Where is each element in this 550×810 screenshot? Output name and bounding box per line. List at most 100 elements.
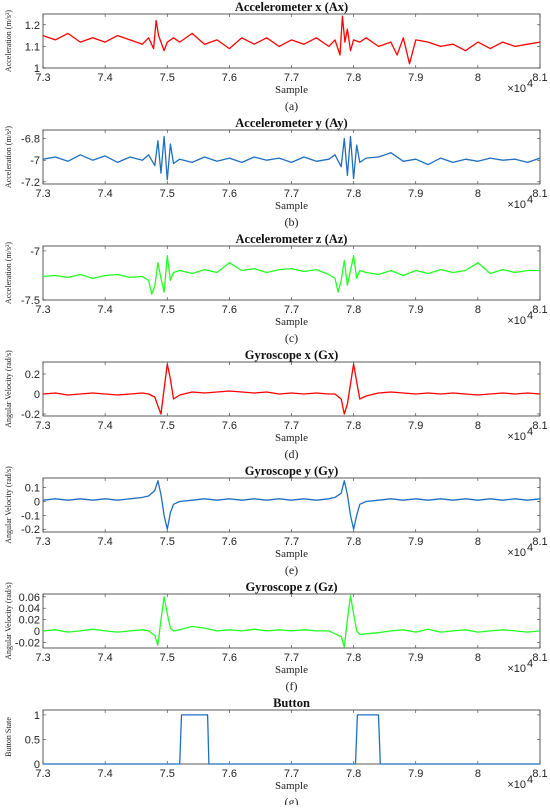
y-tick-label: 1 — [34, 710, 40, 722]
x-tick-label: 8.1 — [532, 768, 547, 780]
x-axis-label: Sample — [275, 664, 308, 676]
x-tick-label: 7.6 — [222, 188, 237, 200]
plot-frame — [42, 361, 541, 417]
x-tick-label: 8.1 — [532, 304, 547, 316]
x-axis-exponent: ×10 — [507, 83, 526, 95]
x-tick-label: 7.9 — [408, 652, 423, 664]
x-tick-label: 7.7 — [284, 536, 299, 548]
y-tick-label: -7.2 — [21, 177, 40, 189]
chart-title: Gyroscope z (Gz) — [245, 580, 337, 594]
chart-panel-2: Accelerometer y (Ay) 7.3 7.4 7.5 7.6 7.7 7.8 7.… — [4, 116, 548, 229]
x-axis-exponent-power: 4 — [527, 426, 533, 438]
x-axis-label: Sample — [275, 316, 308, 328]
plot-frame — [42, 129, 541, 185]
x-tick-label: 7.7 — [284, 304, 299, 316]
x-tick-label: 7.5 — [160, 72, 175, 84]
chart-panel-7: Button 7.3 7.4 7.5 7.6 7.7 7.8 7.9 8 8.1 0 0.5 1 Samp… — [4, 696, 548, 809]
y-tick-label: -0.1 — [21, 510, 40, 522]
y-tick-label: -7.5 — [21, 295, 40, 307]
data-line — [42, 595, 541, 648]
panel-caption: (c) — [285, 331, 298, 345]
x-tick-label: 8.1 — [532, 72, 547, 84]
x-tick-label: 7.4 — [97, 304, 112, 316]
x-tick-label: 7.5 — [160, 420, 175, 432]
x-tick-label: 7.4 — [97, 188, 112, 200]
chart-panel-5: Gyroscope y (Gy) 7.3 7.4 7.5 7.6 7.7 7.8 7.9 8 8.… — [4, 464, 548, 577]
x-tick-label: 7.6 — [222, 652, 237, 664]
x-tick-label: 7.4 — [97, 768, 112, 780]
x-tick-label: 8 — [475, 652, 481, 664]
y-tick-label: -0.2 — [21, 409, 40, 421]
panel-caption: (d) — [285, 447, 299, 461]
y-tick-label: 0 — [34, 626, 40, 638]
x-tick-label: 7.3 — [35, 72, 50, 84]
x-tick-label: 7.3 — [35, 188, 50, 200]
x-tick-label: 8 — [475, 768, 481, 780]
x-tick-label: 7.5 — [160, 652, 175, 664]
x-axis-label: Sample — [275, 84, 308, 96]
x-tick-label: 7.5 — [160, 304, 175, 316]
x-tick-label: 8 — [475, 420, 481, 432]
x-tick-label: 7.6 — [222, 768, 237, 780]
chart-panel-6: Gyroscope z (Gz) 7.3 7.4 7.5 7.6 7.7 7.8 7.9 8 8.… — [4, 580, 548, 693]
x-axis-exponent: ×10 — [507, 547, 526, 559]
x-axis-label: Sample — [275, 548, 308, 560]
x-tick-label: 8.1 — [532, 420, 547, 432]
y-tick-label: 0.04 — [19, 603, 40, 615]
y-axis-label: Acceleration (m/s²) — [4, 126, 13, 188]
x-axis-exponent-power: 4 — [527, 542, 533, 554]
x-tick-label: 7.3 — [35, 536, 50, 548]
x-tick-label: 7.9 — [408, 72, 423, 84]
x-tick-label: 7.4 — [97, 72, 112, 84]
x-tick-label: 8 — [475, 188, 481, 200]
chart-title: Gyroscope y (Gy) — [245, 464, 339, 478]
y-tick-label: 0.5 — [25, 734, 40, 746]
y-axis-label: Angular Velocity (rad/s) — [4, 466, 13, 544]
data-line — [42, 15, 541, 65]
chart-panel-3: Accelerometer z (Az) 7.3 7.4 7.5 7.6 7.7 7.8 7.… — [4, 232, 548, 345]
x-tick-label: 7.6 — [222, 536, 237, 548]
x-tick-label: 7.9 — [408, 768, 423, 780]
y-tick-label: 0 — [34, 389, 40, 401]
plot-frame — [42, 593, 541, 649]
data-line — [43, 714, 540, 765]
x-tick-label: 7.3 — [35, 768, 50, 780]
x-tick-label: 8 — [475, 304, 481, 316]
y-tick-label: 0.1 — [25, 483, 40, 495]
chart-title: Accelerometer x (Ax) — [235, 0, 348, 14]
x-axis-exponent-power: 4 — [527, 194, 533, 206]
panel-caption: (f) — [286, 679, 298, 693]
data-line — [42, 480, 541, 530]
x-tick-label: 7.7 — [284, 768, 299, 780]
chart-panel-4: Gyroscope x (Gx) 7.3 7.4 7.5 7.6 7.7 7.8 7.9 8 8.… — [4, 348, 548, 461]
x-tick-label: 7.9 — [408, 188, 423, 200]
x-tick-label: 7.9 — [408, 304, 423, 316]
x-tick-label: 8.1 — [532, 188, 547, 200]
x-tick-label: 7.9 — [408, 420, 423, 432]
y-tick-label: 0.02 — [19, 615, 40, 627]
y-tick-label: 0.06 — [19, 592, 40, 604]
x-axis-exponent: ×10 — [507, 779, 526, 791]
x-axis-exponent: ×10 — [507, 431, 526, 443]
data-line — [42, 135, 541, 181]
x-tick-label: 7.6 — [222, 420, 237, 432]
x-tick-label: 7.4 — [97, 536, 112, 548]
x-tick-label: 7.7 — [284, 188, 299, 200]
plot-frame — [42, 13, 541, 69]
x-tick-label: 7.4 — [97, 420, 112, 432]
panel-caption: (b) — [285, 215, 299, 229]
x-tick-label: 8.1 — [532, 652, 547, 664]
x-tick-label: 7.8 — [346, 652, 361, 664]
panel-caption: (e) — [285, 563, 298, 577]
x-tick-label: 7.8 — [346, 420, 361, 432]
x-tick-label: 7.8 — [346, 72, 361, 84]
x-tick-label: 7.9 — [408, 536, 423, 548]
x-tick-label: 8 — [475, 536, 481, 548]
y-tick-label: 1 — [34, 63, 40, 75]
x-tick-label: 7.8 — [346, 304, 361, 316]
x-tick-label: 8 — [475, 72, 481, 84]
y-tick-label: -0.02 — [15, 637, 40, 649]
x-tick-label: 7.7 — [284, 72, 299, 84]
x-axis-exponent-power: 4 — [527, 310, 533, 322]
x-axis-label: Sample — [275, 780, 308, 792]
